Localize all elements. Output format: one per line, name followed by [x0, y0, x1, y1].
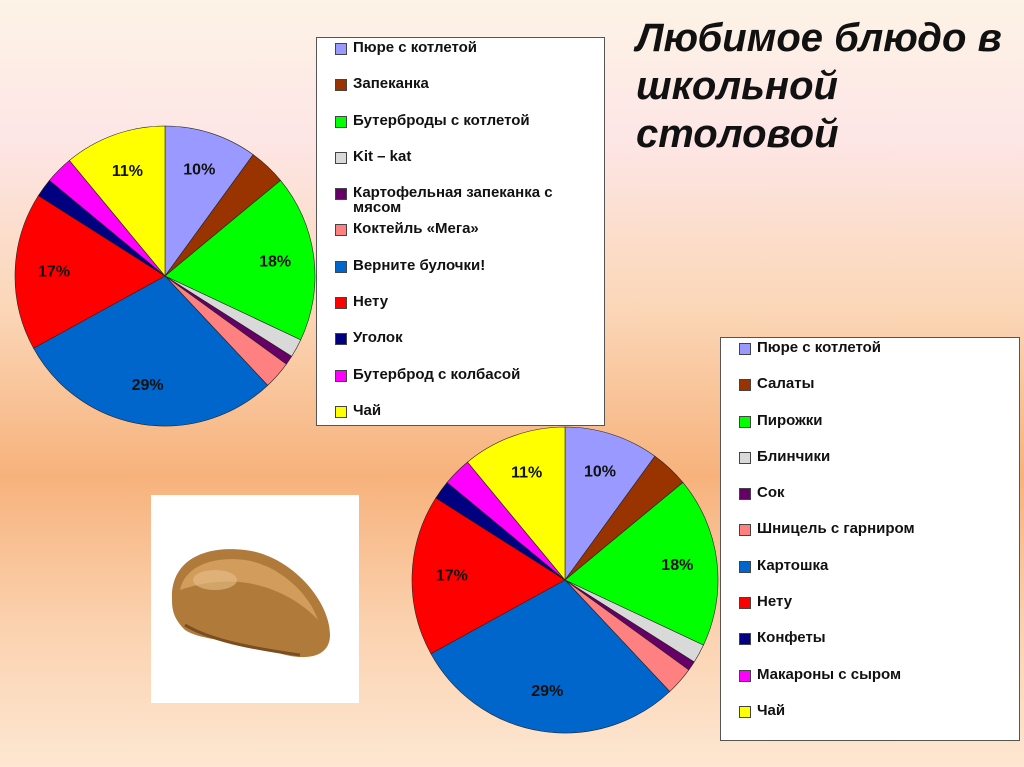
legend-label: Коктейль «Мега» [353, 220, 479, 238]
legend: Пюре с котлетой Запеканка Бутерброды с кот… [316, 37, 605, 426]
legend: Пюре с котлетой Салаты Пирожки Блинчики Сок Ш… [720, 337, 1020, 741]
data-label: 18% [661, 557, 693, 574]
legend-item: Салаты [739, 376, 1019, 412]
pie-slice [164, 179, 316, 341]
legend-label: Макароны с сыром [757, 665, 902, 683]
legend-swatch [739, 524, 751, 537]
pie-slice [564, 482, 719, 646]
legend-label: Уголок [353, 329, 403, 347]
legend-swatch [739, 379, 751, 392]
legend-swatch [739, 597, 751, 610]
legend-swatch [739, 415, 751, 428]
legend-item: Пюре с котлетой [739, 340, 1019, 376]
legend-item: Шницель с гарниром [739, 521, 1019, 557]
legend-item: Бутерброды с котлетой [335, 113, 604, 149]
legend-swatch [739, 669, 751, 682]
legend-item: Kit – kat [335, 149, 604, 185]
data-label: 18% [259, 253, 291, 270]
legend-item: Сок [739, 485, 1019, 521]
legend-swatch [739, 451, 751, 464]
legend-item: Пюре с котлетой [335, 40, 604, 76]
legend-item: Блинчики [739, 449, 1019, 485]
legend-swatch [335, 115, 347, 128]
legend-label: Салаты [757, 375, 815, 393]
legend-item: Картофельная запеканка с мясом [335, 185, 604, 221]
legend-label: Пирожки [757, 411, 823, 429]
legend-swatch [739, 488, 751, 501]
legend-label: Бутерброд с колбасой [353, 365, 521, 383]
legend-swatch [739, 633, 751, 646]
legend-swatch [335, 333, 347, 346]
pie-slice [564, 426, 656, 581]
legend-label: Нету [353, 293, 389, 311]
legend-swatch [335, 260, 347, 273]
legend-item: Чай [335, 403, 604, 439]
data-label: 10% [183, 162, 215, 179]
data-label: 29% [132, 377, 164, 394]
legend-label: Бутерброды с котлетой [353, 111, 530, 129]
legend-item: Запеканка [335, 76, 604, 112]
legend-label: Сок [757, 484, 785, 502]
legend-item: Картошка [739, 558, 1019, 594]
legend-swatch [335, 405, 347, 418]
pie-slice [164, 125, 254, 277]
data-label: 17% [38, 264, 70, 281]
legend-label: Пюре с котлетой [757, 339, 882, 356]
pie-slice [411, 497, 566, 655]
legend-item: Конфеты [739, 630, 1019, 666]
legend-item: Бутерброд с колбасой [335, 367, 604, 403]
legend-item: Макароны с сыром [739, 667, 1019, 703]
pie-slice [430, 579, 671, 734]
legend-swatch [335, 188, 347, 201]
legend-label: Пюре с котлетой [353, 39, 478, 56]
legend-item: Уголок [335, 330, 604, 366]
legend-label: Чай [353, 401, 382, 419]
legend-label: Верните булочки! [353, 256, 486, 274]
legend-swatch [335, 79, 347, 92]
data-label: 29% [531, 683, 563, 700]
pie-slice [467, 426, 566, 581]
slide-title: Любимое блюдо в школьной столовой [636, 16, 1002, 156]
legend-label: Конфеты [757, 629, 826, 647]
legend-swatch [335, 151, 347, 164]
pie-slice [33, 275, 269, 427]
data-label: 11% [112, 163, 143, 180]
legend-swatch [739, 705, 751, 718]
legend-label: Kit – kat [353, 147, 412, 165]
data-label: 11% [511, 465, 542, 482]
legend-swatch [335, 43, 347, 55]
legend-label: Нету [757, 593, 793, 611]
data-label: 17% [436, 568, 468, 585]
legend-item: Нету [739, 594, 1019, 630]
legend-item: Нету [335, 294, 604, 330]
pie-slice [14, 195, 166, 349]
legend-item: Коктейль «Мега» [335, 221, 604, 257]
data-label: 10% [584, 464, 616, 481]
legend-swatch [739, 343, 751, 355]
legend-item: Пирожки [739, 413, 1019, 449]
legend-swatch [739, 560, 751, 573]
legend-item: Чай [739, 703, 1019, 739]
legend-label: Картофельная запеканка с мясом [353, 184, 553, 217]
legend-label: Картошка [757, 556, 829, 574]
legend-label: Запеканка [353, 75, 429, 93]
legend-item: Верните булочки! [335, 258, 604, 294]
legend-swatch [335, 297, 347, 310]
legend-swatch [335, 224, 347, 237]
bread-picture [171, 549, 330, 658]
pie-slice [68, 125, 166, 277]
legend-label: Блинчики [757, 447, 831, 465]
legend-swatch [335, 369, 347, 382]
legend-label: Чай [757, 701, 786, 719]
legend-label: Шницель с гарниром [757, 520, 915, 538]
